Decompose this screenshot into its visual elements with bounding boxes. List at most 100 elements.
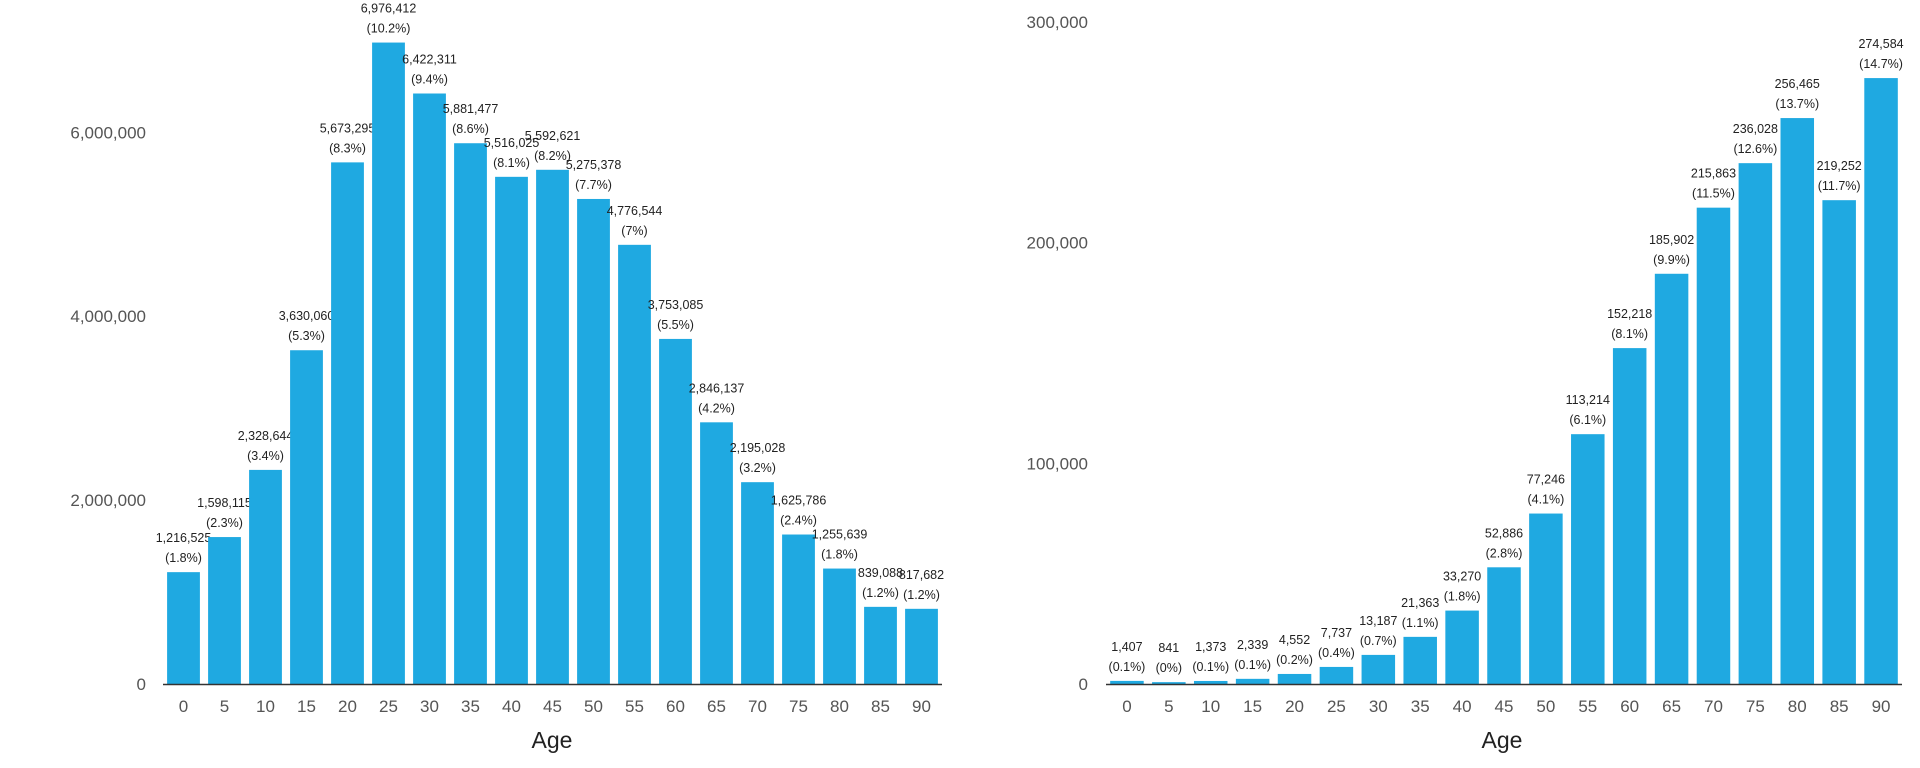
bar-percent-label: (0.1%) <box>1234 658 1271 672</box>
bar-percent-label: (9.4%) <box>411 73 448 87</box>
x-tick-label: 90 <box>912 697 931 716</box>
bar-value-label: 33,270 <box>1443 570 1481 584</box>
bar-percent-label: (8.6%) <box>452 122 489 136</box>
bar-value-label: 4,552 <box>1279 633 1310 647</box>
bar <box>1193 680 1228 684</box>
bar-percent-label: (1.8%) <box>165 551 202 565</box>
bar-percent-label: (5.3%) <box>288 329 325 343</box>
bar <box>1403 636 1437 684</box>
bar-value-label: 841 <box>1158 641 1179 655</box>
bar <box>1110 680 1144 684</box>
bar-percent-label: (9.9%) <box>1653 253 1690 267</box>
bar-value-label: 219,252 <box>1817 159 1862 173</box>
x-tick-label: 85 <box>871 697 890 716</box>
x-tick-label: 0 <box>179 697 188 716</box>
bar <box>167 572 200 684</box>
bar-percent-label: (14.7%) <box>1859 57 1903 71</box>
x-tick-label: 45 <box>1495 697 1514 716</box>
x-tick-label: 45 <box>543 697 562 716</box>
bar-value-label: 1,407 <box>1111 640 1142 654</box>
bar-value-label: 52,886 <box>1485 526 1523 540</box>
bar-value-label: 152,218 <box>1607 307 1652 321</box>
bar <box>1152 682 1186 684</box>
x-tick-label: 5 <box>1164 697 1173 716</box>
x-tick-label: 55 <box>625 697 644 716</box>
x-tick-label: 20 <box>338 697 357 716</box>
bar-percent-label: (8.2%) <box>534 149 571 163</box>
bar <box>659 338 692 684</box>
bar-percent-label: (0%) <box>1156 661 1182 675</box>
bar <box>1612 348 1647 684</box>
bar-percent-label: (7.7%) <box>575 178 612 192</box>
bar-percent-label: (5.5%) <box>657 318 694 332</box>
bar-value-label: 2,339 <box>1237 638 1268 652</box>
x-axis-title: Age <box>1482 727 1523 753</box>
bar <box>290 350 323 684</box>
bar <box>1696 207 1731 685</box>
bar-value-label: 77,246 <box>1527 473 1565 487</box>
x-tick-label: 60 <box>1620 697 1639 716</box>
bar-value-label: 6,976,412 <box>361 2 417 16</box>
bar-percent-label: (1.8%) <box>1444 590 1481 604</box>
y-tick-label: 300,000 <box>1027 13 1088 32</box>
y-tick-label: 0 <box>1079 675 1088 694</box>
bar <box>208 537 241 684</box>
x-tick-label: 15 <box>1243 697 1262 716</box>
bar-percent-label: (11.7%) <box>1818 179 1861 193</box>
bar <box>536 169 569 685</box>
x-tick-label: 50 <box>584 697 603 716</box>
bar-value-label: 5,275,378 <box>566 158 622 172</box>
bar <box>249 469 282 684</box>
x-tick-label: 30 <box>1369 697 1388 716</box>
bar-percent-label: (1.2%) <box>903 588 940 602</box>
y-tick-label: 200,000 <box>1027 234 1088 253</box>
bar <box>1445 610 1479 684</box>
bar <box>905 608 938 684</box>
x-tick-label: 40 <box>502 697 521 716</box>
x-tick-label: 60 <box>666 697 685 716</box>
bar-value-label: 274,584 <box>1858 37 1903 51</box>
bar <box>1571 434 1605 684</box>
bar-percent-label: (0.1%) <box>1192 660 1229 674</box>
bar-value-label: 839,088 <box>858 566 903 580</box>
bar-percent-label: (0.4%) <box>1318 646 1355 660</box>
bar-value-label: 5,881,477 <box>443 102 499 116</box>
bar <box>1738 163 1773 684</box>
bar <box>372 42 405 684</box>
x-tick-label: 20 <box>1285 697 1304 716</box>
bar-value-label: 5,516,025 <box>484 136 540 150</box>
bar-percent-label: (8.1%) <box>493 156 530 170</box>
bar-value-label: 215,863 <box>1691 167 1736 181</box>
x-tick-label: 65 <box>1662 697 1681 716</box>
right-age-bar-chart: Age 0 100,000 200,000 300,000 1,407 (0.1%) 0 84… <box>1027 13 1904 753</box>
bar <box>1780 118 1815 684</box>
bar-percent-label: (2.3%) <box>206 516 243 530</box>
bar-percent-label: (0.1%) <box>1109 660 1146 674</box>
bar-value-label: 256,465 <box>1775 77 1820 91</box>
x-tick-label: 90 <box>1872 697 1891 716</box>
x-tick-label: 35 <box>461 697 480 716</box>
bar-value-label: 1,598,115 <box>197 496 252 510</box>
bar <box>331 162 364 684</box>
bar <box>1319 666 1354 684</box>
x-tick-label: 70 <box>748 697 767 716</box>
x-tick-label: 80 <box>1788 697 1807 716</box>
bar-value-label: 5,673,295 <box>320 121 376 135</box>
bar-percent-label: (3.2%) <box>739 461 776 475</box>
bar-value-label: 6,422,311 <box>402 53 457 67</box>
bar-percent-label: (11.5%) <box>1692 187 1735 201</box>
x-tick-label: 55 <box>1578 697 1597 716</box>
x-tick-label: 65 <box>707 697 726 716</box>
y-tick-label: 6,000,000 <box>70 123 146 142</box>
bar-percent-label: (1.2%) <box>862 586 899 600</box>
bar-value-label: 3,753,085 <box>648 298 704 312</box>
bar-value-label: 2,195,028 <box>730 441 786 455</box>
y-tick-label: 4,000,000 <box>70 307 146 326</box>
bar <box>618 244 651 685</box>
x-tick-label: 10 <box>256 697 275 716</box>
bar <box>782 534 815 684</box>
bar-percent-label: (12.6%) <box>1733 142 1777 156</box>
y-tick-label: 2,000,000 <box>70 491 146 510</box>
bar-value-label: 13,187 <box>1359 614 1397 628</box>
